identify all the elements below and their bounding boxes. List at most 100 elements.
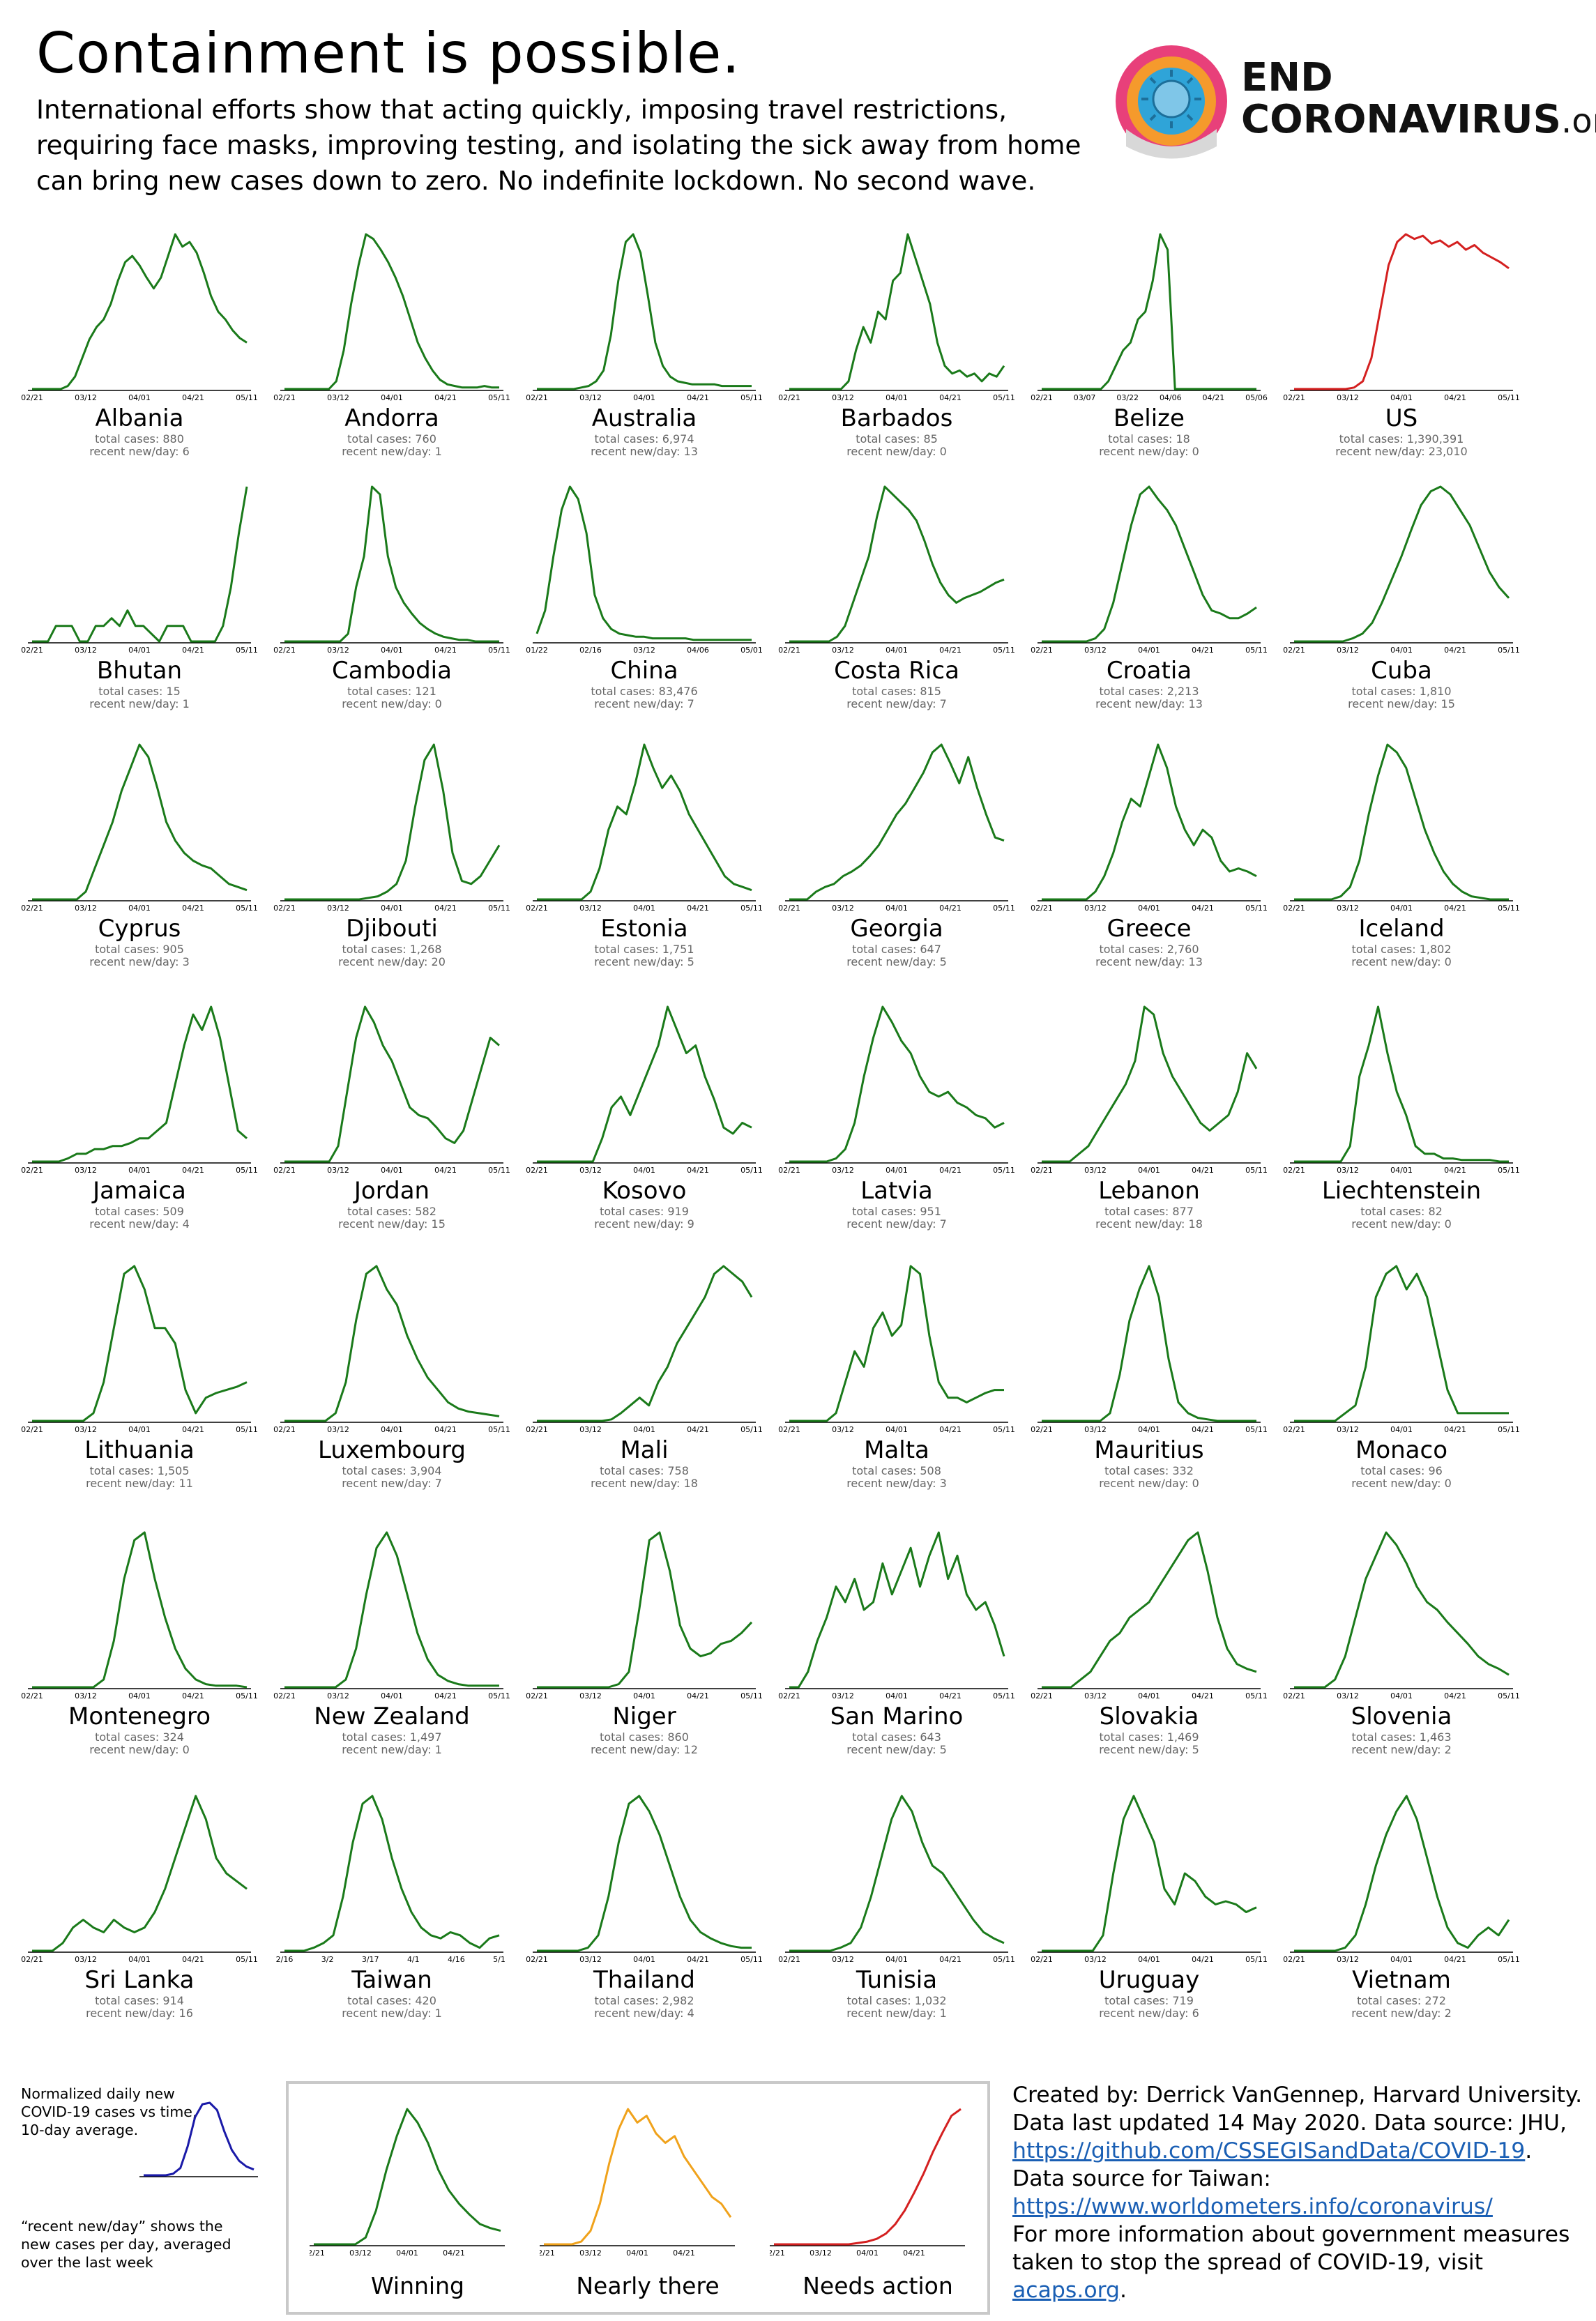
legend-needs-action: 02/21 03/12 04/01 04/21 Needs action xyxy=(763,2084,993,2314)
tick-label: 04/21 xyxy=(687,1166,709,1175)
series-line xyxy=(1294,743,1509,901)
tick-label: 02/21 xyxy=(778,646,800,655)
tick-label: 02/16 xyxy=(579,646,602,655)
tick-label: 05/11 xyxy=(1498,1691,1520,1700)
tick-label: 03/12 xyxy=(832,1955,854,1964)
jhu-data-link[interactable]: https://github.com/CSSEGISandData/COVID-… xyxy=(1012,2138,1526,2163)
country-line-chart: 02/21 03/12 04/01 04/21 05/11 xyxy=(1283,1531,1520,1700)
tick-label: 05/11 xyxy=(488,904,510,913)
country-chart-new-zealand: 02/21 03/12 04/01 04/21 05/11 New Zealand tota… xyxy=(273,1528,524,1786)
series-line xyxy=(1294,1531,1510,1689)
country-name: Jordan xyxy=(354,1177,430,1205)
recent-new-per-day: recent new/day: 0 xyxy=(846,445,947,458)
recent-new-per-day: recent new/day: 13 xyxy=(591,445,698,458)
total-cases: total cases: 324 xyxy=(95,1730,184,1744)
series-line xyxy=(789,233,1005,390)
country-line-chart: 02/21 03/12 04/01 04/21 05/11 xyxy=(273,485,510,655)
total-cases: total cases: 760 xyxy=(347,432,436,446)
tick-label: 03/12 xyxy=(1337,1166,1359,1175)
country-chart-sri-lanka: 02/21 03/12 04/01 04/21 05/11 Sri Lanka total … xyxy=(21,1792,272,2050)
tick-label: 05/11 xyxy=(740,1955,763,1964)
tick-label: 03/12 xyxy=(579,904,602,913)
tick-label: 04/01 xyxy=(128,393,151,402)
country-line-chart: 02/21 03/12 04/01 04/21 05/11 xyxy=(526,743,763,913)
tick-label: 03/12 xyxy=(1084,904,1107,913)
tick-label: 05/11 xyxy=(993,904,1015,913)
series-line xyxy=(1042,1265,1256,1422)
total-cases: total cases: 919 xyxy=(600,1205,689,1218)
tick-label: 05/11 xyxy=(1498,1166,1520,1175)
recent-new-per-day: recent new/day: 4 xyxy=(89,1217,190,1231)
tick-label: 05/11 xyxy=(236,904,258,913)
recent-new-per-day: recent new/day: 0 xyxy=(342,697,442,710)
tick-label: 04/21 xyxy=(1444,1691,1466,1700)
recent-new-per-day: recent new/day: 7 xyxy=(846,697,947,710)
country-line-chart: 02/21 03/12 04/01 04/21 05/11 xyxy=(526,1265,763,1434)
total-cases: total cases: 582 xyxy=(347,1205,436,1218)
recent-new-per-day: recent new/day: 5 xyxy=(846,955,947,968)
recent-new-per-day: recent new/day: 7 xyxy=(594,697,694,710)
tick-label: 04/21 xyxy=(939,1955,962,1964)
acaps-link[interactable]: acaps.org xyxy=(1012,2278,1120,2303)
series-line xyxy=(537,1005,752,1163)
tick-label: 05/11 xyxy=(488,1691,510,1700)
country-line-chart: 02/21 03/12 04/01 04/21 05/11 xyxy=(778,743,1015,913)
country-name: Georgia xyxy=(850,915,943,943)
tick-label: 04/01 xyxy=(1390,1691,1413,1700)
tick-label: 04/21 xyxy=(1192,904,1214,913)
country-chart-latvia: 02/21 03/12 04/01 04/21 05/11 Latvia total cas… xyxy=(778,1003,1029,1261)
total-cases: total cases: 815 xyxy=(852,685,941,698)
tick-label: 02/21 xyxy=(540,2248,555,2258)
tick-label: 05/06 xyxy=(1245,393,1268,402)
country-chart-monaco: 02/21 03/12 04/01 04/21 05/11 Monaco total cas… xyxy=(1283,1262,1534,1520)
country-line-chart: 02/21 03/12 04/01 04/21 05/11 xyxy=(273,1005,510,1175)
country-line-chart: 02/21 03/12 04/01 04/21 05/11 xyxy=(21,1005,258,1175)
series-line xyxy=(789,485,1005,643)
tick-label: 02/21 xyxy=(21,1955,43,1964)
country-line-chart: 02/21 03/12 04/01 04/21 05/11 xyxy=(778,1265,1015,1434)
total-cases: total cases: 1,810 xyxy=(1351,685,1452,698)
tick-label: 04/21 xyxy=(182,1425,204,1434)
tick-label: 02/21 xyxy=(526,393,548,402)
endcoronavirus-logo[interactable]: END CORONAVIRUS.org xyxy=(1112,42,1596,167)
tick-label: 02/21 xyxy=(1283,904,1305,913)
tick-label: 04/21 xyxy=(1444,1166,1466,1175)
total-cases: total cases: 1,802 xyxy=(1351,943,1452,956)
total-cases: total cases: 2,982 xyxy=(594,1994,694,2007)
recent-new-per-day: recent new/day: 5 xyxy=(846,1743,947,1756)
country-name: Kosovo xyxy=(602,1177,687,1205)
total-cases: total cases: 1,497 xyxy=(342,1730,442,1744)
recent-new-per-day: recent new/day: 2 xyxy=(1351,1743,1452,1756)
recent-new-per-day: recent new/day: 0 xyxy=(1351,1477,1452,1490)
series-line xyxy=(32,743,248,901)
tick-label: 03/07 xyxy=(1074,393,1096,402)
country-chart-albania: 02/21 03/12 04/01 04/21 05/11 Albania total ca… xyxy=(21,230,272,488)
recent-new-per-day: recent new/day: 1 xyxy=(342,2007,442,2020)
country-chart-montenegro: 02/21 03/12 04/01 04/21 05/11 Montenegro total… xyxy=(21,1528,272,1786)
tick-label: 05/11 xyxy=(1245,1691,1268,1700)
tick-label: 03/22 xyxy=(1116,393,1139,402)
tick-label: 02/21 xyxy=(778,1691,800,1700)
recent-new-per-day: recent new/day: 20 xyxy=(338,955,446,968)
tick-label: 05/11 xyxy=(488,646,510,655)
tick-label: 03/12 xyxy=(75,1166,97,1175)
recent-new-per-day: recent new/day: 18 xyxy=(591,1477,698,1490)
total-cases: total cases: 1,268 xyxy=(342,943,442,956)
series-line xyxy=(789,1265,1004,1422)
country-line-chart: 02/21 03/12 04/01 04/21 05/11 xyxy=(21,233,258,402)
country-line-chart: 02/21 03/12 04/01 04/21 05/11 xyxy=(273,233,510,402)
tick-label: 05/11 xyxy=(1498,1955,1520,1964)
worldometers-link[interactable]: https://www.worldometers.info/coronaviru… xyxy=(1012,2194,1493,2219)
country-chart-georgia: 02/21 03/12 04/01 04/21 05/11 Georgia total ca… xyxy=(778,740,1029,998)
country-line-chart: 02/21 03/12 04/01 04/21 05/11 xyxy=(1283,233,1520,402)
country-chart-lithuania: 02/21 03/12 04/01 04/21 05/11 Lithuania total … xyxy=(21,1262,272,1520)
recent-new-per-day: recent new/day: 0 xyxy=(89,1743,190,1756)
tick-label: 04/01 xyxy=(128,904,151,913)
tick-label: 02/21 xyxy=(778,1425,800,1434)
series-line xyxy=(537,743,752,901)
country-name: Liechtenstein xyxy=(1321,1177,1482,1205)
country-name: Niger xyxy=(612,1703,676,1730)
total-cases: total cases: 508 xyxy=(852,1464,941,1477)
tick-label: 05/11 xyxy=(236,1166,258,1175)
country-name: Sri Lanka xyxy=(84,1966,195,1994)
